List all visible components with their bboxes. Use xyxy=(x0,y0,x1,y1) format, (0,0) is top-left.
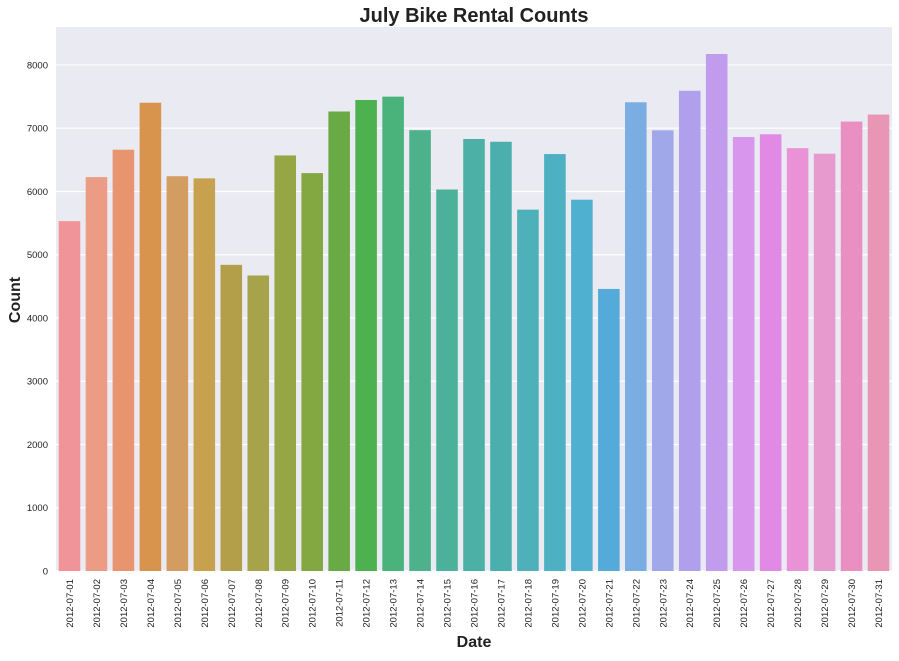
x-tick-label: 2012-07-13 xyxy=(389,579,400,628)
y-tick-label: 6000 xyxy=(27,187,48,198)
bar-2012-07-26 xyxy=(732,137,755,571)
y-tick-label: 2000 xyxy=(27,440,48,451)
x-tick-label: 2012-07-24 xyxy=(685,579,696,628)
x-tick-label: 2012-07-14 xyxy=(416,579,427,628)
x-tick-label: 2012-07-03 xyxy=(119,579,130,628)
x-tick-label: 2012-07-21 xyxy=(604,579,615,628)
x-tick-label: 2012-07-15 xyxy=(443,579,454,628)
x-tick-label: 2012-07-20 xyxy=(577,579,588,628)
bar-2012-07-13 xyxy=(382,96,404,571)
bar-2012-07-14 xyxy=(409,130,431,571)
bar-2012-07-02 xyxy=(85,177,108,571)
x-tick-label: 2012-07-26 xyxy=(739,579,750,628)
y-tick-label: 7000 xyxy=(27,124,48,135)
bar-2012-07-18 xyxy=(517,209,539,571)
y-tick-label: 0 xyxy=(43,567,48,578)
bar-2012-07-08 xyxy=(247,275,270,571)
x-tick-label: 2012-07-31 xyxy=(874,579,885,628)
x-tick-label: 2012-07-19 xyxy=(550,579,561,628)
bar-2012-07-24 xyxy=(678,90,701,571)
bar-2012-07-07 xyxy=(220,264,243,571)
bar-2012-07-28 xyxy=(786,148,809,571)
x-tick-label: 2012-07-01 xyxy=(65,579,76,628)
bar-2012-07-19 xyxy=(544,154,566,571)
x-tick-label: 2012-07-29 xyxy=(820,579,831,628)
x-tick-label: 2012-07-18 xyxy=(523,579,534,628)
bar-2012-07-04 xyxy=(139,102,162,571)
x-tick-label: 2012-07-12 xyxy=(362,579,373,628)
y-tick-label: 4000 xyxy=(27,313,48,324)
x-tick-labels: 2012-07-01 2012-07-02 2012-07-03 2012-07-04… xyxy=(65,579,885,628)
x-tick-label: 2012-07-08 xyxy=(254,579,265,628)
x-tick-label: 2012-07-07 xyxy=(227,579,238,628)
x-tick-label: 2012-07-22 xyxy=(631,579,642,628)
y-tick-label: 8000 xyxy=(27,60,48,71)
bar-2012-07-29 xyxy=(813,153,836,571)
bar-2012-07-20 xyxy=(571,199,593,572)
bar-2012-07-22 xyxy=(625,102,647,572)
bar-2012-07-12 xyxy=(355,99,377,572)
bar-2012-07-23 xyxy=(651,130,674,572)
y-axis-label: Count xyxy=(7,276,24,323)
bars xyxy=(58,54,890,572)
x-tick-label: 2012-07-10 xyxy=(308,579,319,628)
bar-2012-07-15 xyxy=(436,189,458,571)
bar-2012-07-25 xyxy=(705,54,728,571)
x-axis-label: Date xyxy=(457,634,492,651)
x-tick-label: 2012-07-27 xyxy=(766,579,777,628)
bar-2012-07-31 xyxy=(867,114,890,571)
x-tick-label: 2012-07-16 xyxy=(470,579,481,628)
bar-2012-07-05 xyxy=(166,176,189,571)
bar-2012-07-03 xyxy=(112,149,135,571)
bar-2012-07-01 xyxy=(58,221,81,572)
y-tick-label: 3000 xyxy=(27,377,48,388)
bar-2012-07-30 xyxy=(840,121,863,571)
y-tick-label: 1000 xyxy=(27,503,48,514)
x-tick-label: 2012-07-02 xyxy=(92,579,103,628)
x-tick-label: 2012-07-11 xyxy=(335,579,346,627)
x-tick-label: 2012-07-28 xyxy=(793,579,804,628)
chart-title: July Bike Rental Counts xyxy=(360,5,589,27)
x-tick-label: 2012-07-25 xyxy=(712,579,723,628)
x-tick-label: 2012-07-06 xyxy=(200,579,211,628)
x-tick-label: 2012-07-23 xyxy=(658,579,669,628)
bar-2012-07-17 xyxy=(490,141,512,572)
x-tick-label: 2012-07-17 xyxy=(496,579,507,628)
bar-2012-07-09 xyxy=(274,155,297,571)
bar-2012-07-16 xyxy=(463,138,485,572)
bar-2012-07-27 xyxy=(759,134,782,571)
bar-2012-07-21 xyxy=(598,288,620,571)
x-tick-label: 2012-07-30 xyxy=(847,579,858,628)
x-tick-label: 2012-07-04 xyxy=(146,579,157,628)
bar-2012-07-10 xyxy=(301,173,323,572)
y-tick-label: 5000 xyxy=(27,250,48,261)
bar-2012-07-06 xyxy=(193,178,216,572)
y-tick-labels: 0 1000 2000 3000 4000 5000 6000 7000 8000 xyxy=(27,60,48,577)
x-tick-label: 2012-07-09 xyxy=(281,579,292,628)
x-tick-label: 2012-07-05 xyxy=(173,579,184,628)
bar-2012-07-11 xyxy=(328,111,350,571)
